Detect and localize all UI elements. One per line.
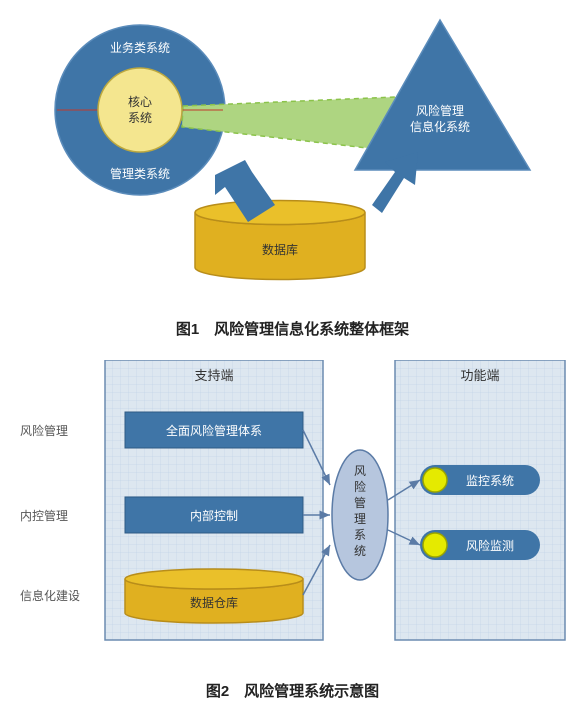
figure2-svg: 支持端 功能端 风险管理 内控管理 信息化建设 全面风险管理体系 内部控制 数据… [0, 360, 585, 670]
svg-text:风: 风 [354, 464, 366, 478]
figure1-svg: 业务类系统 管理类系统 核心 系统 风险管理 信息化系统 数据库 [0, 0, 585, 300]
svg-text:系: 系 [354, 528, 366, 542]
pill-detect: 风险监测 [420, 530, 540, 560]
svg-text:管: 管 [354, 495, 366, 510]
svg-text:理: 理 [354, 512, 366, 526]
figure1-caption: 图1 风险管理信息化系统整体框架 [0, 318, 585, 339]
triangle-risk-system [355, 20, 530, 170]
database-label: 数据库 [262, 242, 298, 257]
function-panel [395, 360, 565, 640]
inner-label-line1: 核心 [128, 95, 152, 109]
function-panel-title: 功能端 [460, 368, 499, 383]
svg-text:统: 统 [354, 544, 366, 558]
support-box-internal-label: 内部控制 [190, 508, 238, 523]
pill-monitor: 监控系统 [420, 465, 540, 495]
svg-text:风险监测: 风险监测 [466, 538, 514, 553]
svg-text:险: 险 [354, 479, 366, 494]
inner-core [98, 68, 182, 152]
row-label-internal: 内控管理 [20, 508, 68, 523]
figure2-caption: 图2 风险管理系统示意图 [0, 680, 585, 701]
row-label-risk: 风险管理 [20, 423, 68, 438]
inner-label-line2: 系统 [128, 111, 152, 125]
data-warehouse-label: 数据仓库 [190, 595, 238, 610]
row-label-it: 信息化建设 [20, 588, 80, 603]
support-box-risk-label: 全面风险管理体系 [166, 423, 262, 438]
database-cylinder [195, 201, 365, 280]
figure1: 业务类系统 管理类系统 核心 系统 风险管理 信息化系统 数据库 [0, 0, 585, 300]
triangle-label-line2: 信息化系统 [410, 119, 470, 134]
support-panel-title: 支持端 [194, 368, 233, 383]
svg-text:监控系统: 监控系统 [466, 474, 514, 488]
outer-top-label: 业务类系统 [110, 40, 170, 55]
outer-bottom-label: 管理类系统 [110, 166, 170, 181]
triangle-label-line1: 风险管理 [416, 103, 464, 118]
figure2: 支持端 功能端 风险管理 内控管理 信息化建设 全面风险管理体系 内部控制 数据… [0, 360, 585, 670]
